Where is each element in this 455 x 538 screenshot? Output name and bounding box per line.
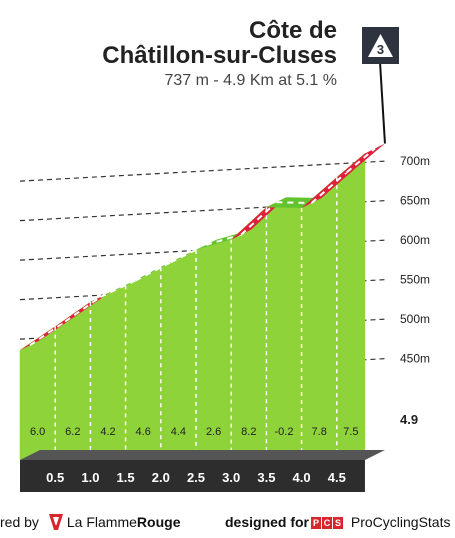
ribbon-centerline-7 <box>240 201 278 236</box>
gradient-label-9: 7.8 <box>312 426 327 438</box>
altitude-label-650: 650m <box>400 194 430 208</box>
profile-face-segment-10 <box>336 152 366 461</box>
ribbon-centerline-2 <box>64 296 101 323</box>
category-number: 3 <box>377 42 384 57</box>
summit-marker-line <box>379 61 386 144</box>
km-tick-label-3-0: 3.0 <box>222 470 240 485</box>
gradient-ribbon-segment-8 <box>266 197 322 209</box>
brand-part1: La Flamme <box>66 514 137 530</box>
altitude-gridline-650 <box>19 200 385 222</box>
pcs-letter-c: C <box>322 517 332 529</box>
profile-face-segment-1 <box>19 326 56 461</box>
altitude-label-600: 600m <box>400 233 430 247</box>
profile-face-segment-8 <box>266 206 302 461</box>
gradient-label-7: 8.2 <box>241 426 256 438</box>
gradient-label-8: -0.2 <box>275 426 294 438</box>
category-triangle-icon <box>368 34 393 57</box>
altitude-label-550: 550m <box>400 273 430 287</box>
pcs-letter-p: P <box>311 517 321 529</box>
climb-title-line2: Châtillon-sur-Cluses <box>102 42 337 69</box>
km-tick-label-1-5: 1.5 <box>117 470 135 485</box>
powered-by-text: red by <box>0 514 39 530</box>
profile-face-segment-7 <box>230 206 267 461</box>
gradient-label-6: 2.6 <box>206 426 221 438</box>
profile-face-segment-9 <box>301 176 338 461</box>
title-block: Côte de Châtillon-sur-Cluses 737 m - 4.9… <box>102 18 337 90</box>
km-tick-label-4-5: 4.5 <box>328 470 346 485</box>
ribbon-centerline-4 <box>135 261 172 282</box>
ribbon-centerline-9 <box>310 171 348 204</box>
gradient-label-2: 6.2 <box>65 426 80 438</box>
end-km-label: 4.9 <box>400 412 418 427</box>
gradient-label-5: 4.4 <box>171 426 186 438</box>
gradient-label-1: 6.0 <box>30 426 45 438</box>
climb-title-line1: Côte de <box>248 17 337 44</box>
km-tick-label-4-0: 4.0 <box>293 470 311 485</box>
gradient-label-10: 7.5 <box>343 426 358 438</box>
gradient-label-4: 4.6 <box>136 426 151 438</box>
km-base-bar <box>20 460 365 492</box>
flamme-rouge-icon <box>49 514 63 530</box>
gradient-ribbon-segment-10 <box>336 143 385 178</box>
elevation-profile-chart: 6.0 6.2 4.2 4.6 4.4 2.6 8.2 -0.2 7.8 7.5 0.5 1.0 1.5… <box>19 27 430 492</box>
km-tick-label-1-0: 1.0 <box>81 470 99 485</box>
pcs-letter-s: S <box>333 517 343 529</box>
altitude-label-700: 700m <box>400 154 430 168</box>
pcs-name: ProCyclingStats <box>350 514 451 530</box>
gradient-label-3: 4.2 <box>100 426 115 438</box>
km-tick-label-3-5: 3.5 <box>257 470 275 485</box>
la-flamme-rouge-logo[interactable]: La FlammeRouge <box>49 514 180 530</box>
brand-part2: Rouge <box>136 514 181 530</box>
km-tick-label-2-0: 2.0 <box>152 470 170 485</box>
altitude-label-500: 500m <box>400 312 430 326</box>
altitude-gridline-700 <box>19 160 385 182</box>
altitude-label-450: 450m <box>400 352 430 366</box>
designed-for-text: designed for <box>225 514 310 530</box>
ribbon-centerline-8 <box>276 201 312 205</box>
km-base-bar-top <box>20 450 385 460</box>
ribbon-centerline-1 <box>29 320 66 347</box>
km-tick-label-0-5: 0.5 <box>46 470 64 485</box>
climb-summary: 737 m - 4.9 Km at 5.1 % <box>164 72 337 89</box>
km-tick-label-2-5: 2.5 <box>187 470 205 485</box>
